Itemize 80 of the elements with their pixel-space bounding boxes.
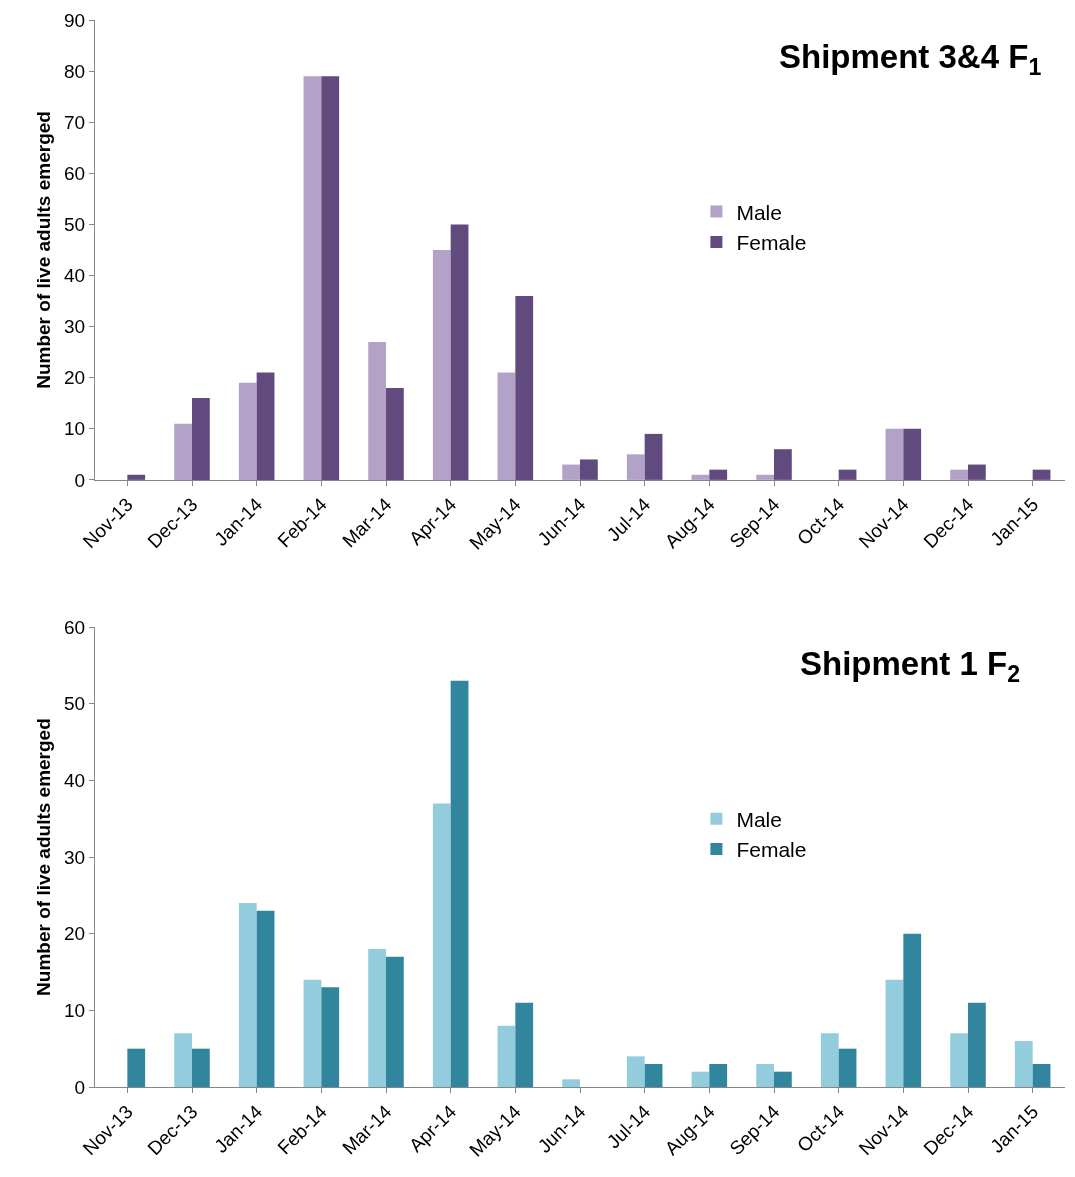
bar: [1014, 1041, 1033, 1087]
bar: [903, 428, 922, 480]
y-tick-label: 10: [64, 1000, 86, 1021]
y-tick-label: 0: [74, 469, 86, 491]
y-tick-label: 70: [64, 111, 86, 133]
bar: [774, 1071, 792, 1087]
bar: [497, 372, 516, 480]
text: Shipment 3&4 F$_{1}$: [779, 38, 1042, 80]
bar: [450, 224, 469, 480]
y-tick-label: 20: [64, 367, 86, 389]
y-tick-label: 30: [64, 846, 86, 868]
bar: [820, 1033, 839, 1087]
y-axis-title: Number of live adults emerged: [32, 718, 54, 996]
legend-label: Male: [736, 807, 782, 831]
text: Shipment 1 F$_{2}$: [800, 645, 1021, 687]
y-tick-label: 60: [64, 162, 86, 184]
bar: [321, 76, 340, 480]
bar: [192, 1048, 210, 1087]
bar: [1032, 1064, 1051, 1087]
y-tick-label: 0: [74, 1076, 86, 1098]
y-tick-label: 50: [64, 214, 86, 236]
bar: [127, 1048, 146, 1087]
bar: [256, 372, 275, 480]
bar: [515, 1002, 534, 1087]
bar: [303, 76, 322, 480]
bar: [368, 341, 386, 480]
bar: [950, 469, 968, 480]
bar: [885, 428, 904, 480]
bar: [968, 464, 986, 480]
bar: [644, 433, 663, 480]
bar: [626, 1056, 645, 1087]
bar: [756, 1064, 774, 1087]
bar: [644, 1064, 663, 1087]
bar: [838, 469, 857, 480]
bar: [432, 803, 451, 1087]
bar: [903, 933, 922, 1087]
y-tick-label: 90: [64, 9, 86, 31]
bar: [432, 249, 451, 480]
bar: [515, 295, 534, 480]
y-tick-label: 40: [64, 265, 86, 287]
bar: [626, 454, 645, 480]
bar: [192, 398, 210, 480]
y-tick-label: 50: [64, 693, 86, 715]
bar: [386, 956, 404, 1087]
y-tick-label: 60: [64, 616, 86, 638]
bar: [1032, 469, 1051, 480]
bar: [303, 979, 322, 1087]
bar: [691, 1071, 710, 1087]
y-tick-label: 10: [64, 418, 86, 440]
legend-label: Female: [736, 838, 807, 862]
bar: [950, 1033, 968, 1087]
bar: [238, 903, 257, 1087]
bar: [174, 1033, 192, 1087]
bar: [562, 1079, 580, 1087]
y-axis-title: Number of live adults emerged: [32, 111, 54, 389]
bar: [450, 680, 469, 1087]
bar: [580, 459, 598, 480]
bar: [127, 474, 146, 480]
bar: [709, 1064, 728, 1087]
legend-label: Male: [736, 200, 782, 224]
legend-label: Female: [736, 231, 807, 255]
bar: [174, 423, 192, 480]
bar: [838, 1048, 857, 1087]
bar: [368, 949, 386, 1087]
y-tick-label: 20: [64, 923, 86, 945]
bar: [321, 987, 340, 1087]
bar: [562, 464, 580, 480]
y-tick-label: 30: [64, 316, 86, 338]
bar: [968, 1002, 986, 1087]
bar: [691, 474, 710, 480]
bar: [238, 382, 257, 480]
y-tick-label: 80: [64, 60, 86, 82]
y-tick-label: 40: [64, 770, 86, 792]
bar: [386, 387, 404, 480]
bar: [709, 469, 728, 480]
bar: [497, 1025, 516, 1087]
bar: [774, 449, 792, 480]
bar: [256, 910, 275, 1087]
bar: [885, 979, 904, 1087]
bar: [756, 474, 774, 480]
